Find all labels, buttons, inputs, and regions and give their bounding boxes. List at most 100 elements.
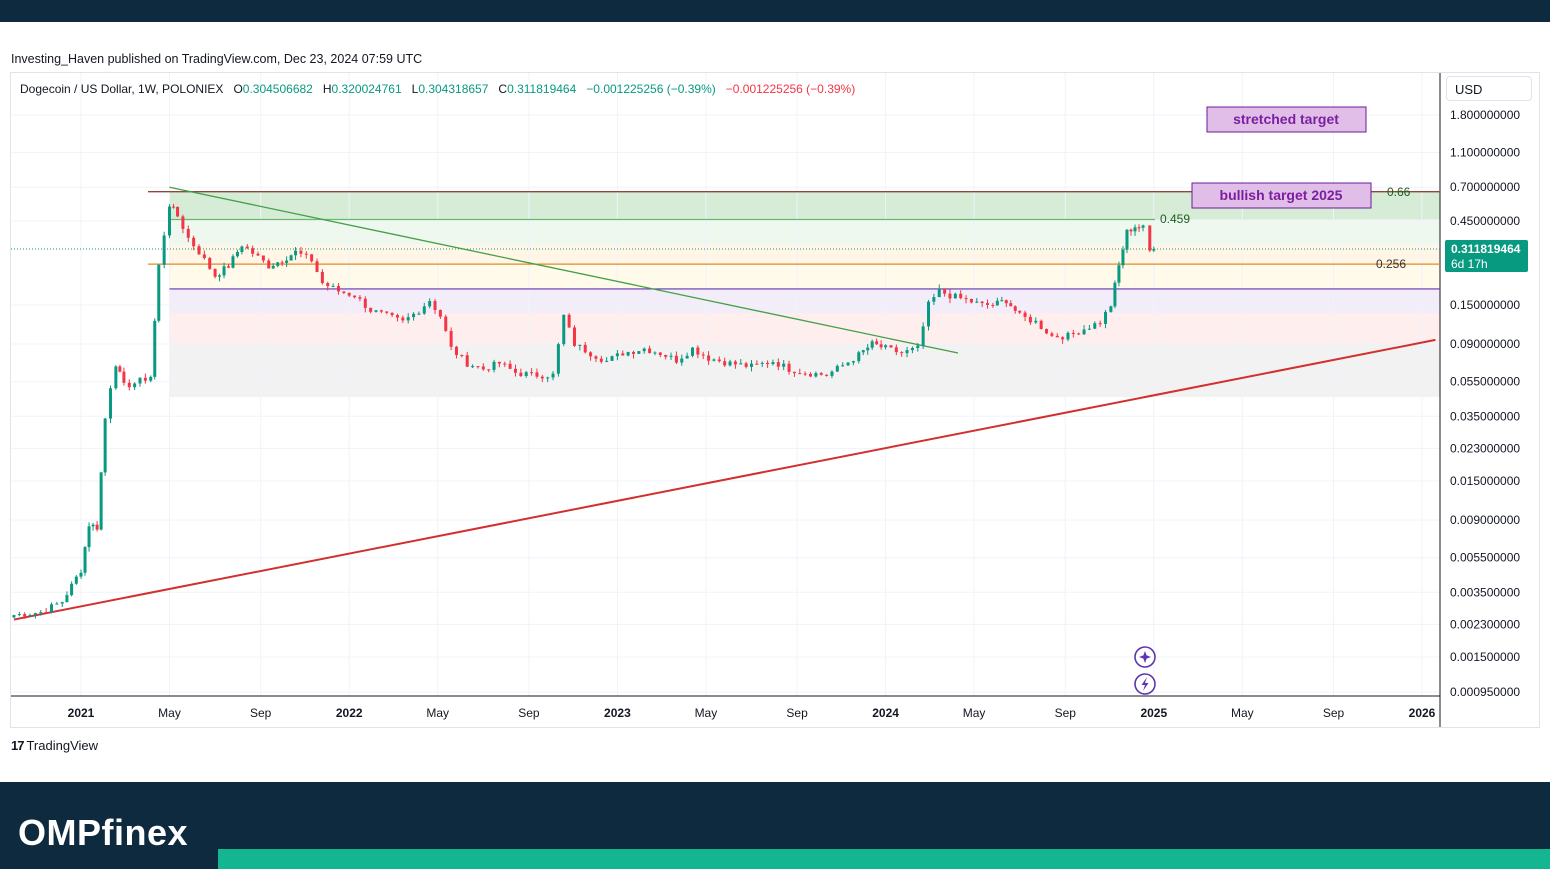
fib-zones bbox=[169, 191, 1440, 398]
candle-body bbox=[875, 341, 879, 345]
bullish-target-annotation[interactable]: bullish target 2025 bbox=[1191, 182, 1372, 209]
candle-body bbox=[750, 363, 753, 367]
candle-body bbox=[927, 301, 931, 327]
candle-body bbox=[760, 362, 764, 364]
candle-body bbox=[1137, 227, 1141, 229]
candle-body bbox=[685, 355, 689, 359]
lightning-icon[interactable] bbox=[1134, 673, 1156, 695]
stretched-target-label: stretched target bbox=[1233, 111, 1339, 127]
candle-body bbox=[776, 362, 780, 367]
symbol-title[interactable]: Dogecoin / US Dollar, 1W, POLONIEX bbox=[20, 82, 224, 96]
candle-body bbox=[798, 373, 802, 375]
candle-body bbox=[975, 301, 979, 303]
candle-body bbox=[851, 361, 855, 363]
candle-body bbox=[363, 298, 367, 308]
candle-body bbox=[503, 363, 507, 365]
candle-body bbox=[562, 314, 566, 345]
high-value: 0.320024761 bbox=[331, 82, 402, 96]
candle-body bbox=[959, 293, 963, 299]
stretched-target-annotation[interactable]: stretched target bbox=[1206, 106, 1367, 133]
candle-body bbox=[653, 352, 657, 354]
candle-body bbox=[1000, 300, 1004, 302]
candle-body bbox=[218, 275, 222, 277]
candle-body bbox=[353, 295, 357, 298]
candle-body bbox=[304, 253, 308, 255]
tradingview-logo[interactable]: 17 TradingView bbox=[11, 738, 98, 753]
candle-body bbox=[347, 292, 351, 296]
candle-body bbox=[658, 352, 662, 355]
x-tick-label: 2021 bbox=[68, 706, 95, 720]
candle-body bbox=[910, 348, 914, 351]
candle-body bbox=[497, 361, 501, 364]
candle-body bbox=[889, 345, 893, 348]
candle-body bbox=[342, 291, 346, 293]
candle-body bbox=[680, 358, 684, 363]
y-tick-label: 1.800000000 bbox=[1450, 108, 1520, 122]
candle-body bbox=[723, 361, 727, 366]
candle-body bbox=[12, 615, 16, 618]
candle-body bbox=[717, 359, 721, 362]
fib-zone-2 bbox=[169, 244, 1440, 265]
candle-body bbox=[572, 327, 576, 346]
candle-body bbox=[87, 526, 91, 548]
candle-body bbox=[819, 373, 823, 375]
candle-body bbox=[374, 310, 378, 312]
candle-body bbox=[181, 216, 185, 229]
x-tick-label: May bbox=[963, 706, 986, 720]
candle-body bbox=[412, 313, 416, 318]
y-tick-label: 0.005500000 bbox=[1450, 551, 1520, 565]
candle-body bbox=[1013, 306, 1017, 311]
candle-body bbox=[91, 524, 95, 527]
candle-body bbox=[728, 361, 732, 366]
candles bbox=[12, 203, 1156, 619]
candle-body bbox=[1125, 229, 1129, 250]
candle-body bbox=[379, 310, 383, 312]
fib-zone-6 bbox=[169, 344, 1440, 398]
candle-body bbox=[513, 368, 517, 373]
sparkle-icon[interactable] bbox=[1134, 646, 1156, 668]
candle-body bbox=[664, 354, 668, 357]
y-tick-label: 0.150000000 bbox=[1450, 298, 1520, 312]
candle-body bbox=[1129, 229, 1133, 232]
candle-body bbox=[1082, 329, 1086, 335]
candle-body bbox=[519, 372, 523, 376]
candle-body bbox=[1028, 316, 1032, 323]
candle-body bbox=[905, 350, 909, 354]
candle-body bbox=[1023, 312, 1027, 317]
candle-body bbox=[406, 317, 410, 321]
candle-body bbox=[28, 615, 32, 617]
candle-body bbox=[172, 206, 176, 208]
candle-body bbox=[943, 288, 947, 294]
candle-body bbox=[712, 359, 716, 361]
candle-body bbox=[153, 320, 157, 377]
candle-body bbox=[235, 251, 239, 257]
candle-body bbox=[866, 347, 870, 351]
x-tick-label: May bbox=[695, 706, 718, 720]
candle-body bbox=[546, 377, 550, 379]
downtrend-line bbox=[169, 186, 959, 354]
fib-label-0459: 0.459 bbox=[1160, 212, 1190, 226]
candle-body bbox=[690, 347, 694, 356]
candle-body bbox=[782, 363, 786, 367]
candle-body bbox=[567, 314, 571, 328]
candle-body bbox=[369, 307, 373, 312]
candle-body bbox=[1098, 323, 1102, 325]
fib-label-0256: 0.256 bbox=[1376, 257, 1406, 271]
candle-body bbox=[299, 250, 303, 254]
fib-zone-3 bbox=[169, 264, 1440, 289]
candle-body bbox=[535, 372, 539, 377]
candle-body bbox=[631, 351, 635, 354]
open-label: O bbox=[233, 82, 243, 96]
ompfinex-logo[interactable]: OMPfinex bbox=[18, 812, 189, 853]
candle-body bbox=[696, 347, 700, 355]
last-price-tag: 0.311819464 6d 17h bbox=[1445, 240, 1528, 272]
change-value: −0.001225256 (−0.39%) bbox=[586, 82, 716, 96]
x-tick-label: 2026 bbox=[1409, 706, 1436, 720]
bar-countdown: 6d 17h bbox=[1451, 257, 1488, 271]
candle-body bbox=[1141, 225, 1145, 228]
candle-body bbox=[835, 365, 839, 372]
candle-body bbox=[186, 228, 190, 238]
currency-selector[interactable]: USD bbox=[1446, 76, 1532, 101]
candle-body bbox=[556, 344, 560, 374]
